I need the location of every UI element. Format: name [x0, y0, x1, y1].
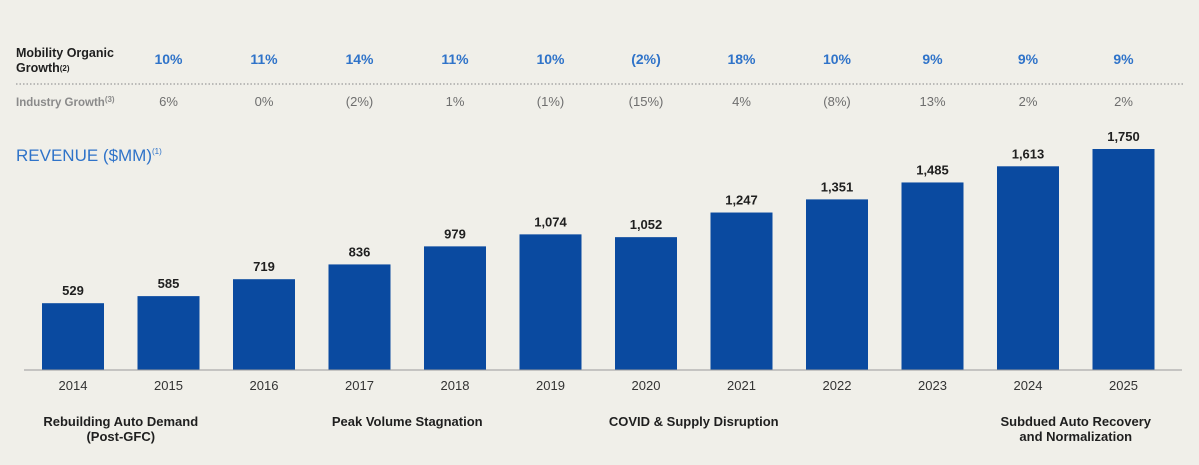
bar-2019 [519, 234, 582, 370]
bar-2016 [233, 279, 295, 370]
x-tick-label: 2021 [727, 378, 756, 393]
bar-2017 [328, 264, 391, 370]
bar-2022 [806, 199, 868, 370]
x-tick-label: 2017 [345, 378, 374, 393]
phase-label-line2: (Post-GFC) [86, 429, 155, 444]
bar-value-label: 1,351 [821, 179, 854, 194]
x-axis-tick-labels: 2014 2015 2016 2017 2018 2019 2020 2021 2022 2023… [59, 378, 1138, 393]
mobility-growth-footnote: (2) [60, 64, 70, 73]
industry-growth-label: Industry Growth(3) [16, 95, 115, 109]
industry-growth-value: 1% [446, 94, 465, 109]
bar-value-label: 1,247 [725, 193, 758, 208]
mobility-growth-label-line2: Growth [16, 61, 60, 75]
mobility-growth-value: 11% [441, 51, 469, 67]
phase-label-line1: Peak Volume Stagnation [332, 414, 483, 429]
bar-2020 [615, 237, 677, 370]
x-tick-label: 2020 [632, 378, 661, 393]
mobility-growth-value: 9% [1113, 51, 1134, 67]
bar-2014 [42, 303, 104, 370]
industry-growth-value: (2%) [346, 94, 373, 109]
industry-growth-values: 6% 0% (2%) 1% (1%) (15%) 4% (8%) 13% 2% 2% [159, 94, 1133, 109]
revenue-title-text: REVENUE ($MM) [16, 146, 152, 165]
bar-2021 [710, 212, 773, 370]
mobility-growth-label-2: Growth(2) [16, 61, 70, 75]
mobility-growth-values: 10% 11% 14% 11% 10% (2%) 18% 10% 9% 9% 9% [154, 51, 1134, 67]
x-tick-label: 2024 [1014, 378, 1043, 393]
bar-value-label: 1,074 [534, 214, 567, 229]
x-tick-label: 2019 [536, 378, 565, 393]
x-tick-label: 2022 [823, 378, 852, 393]
mobility-growth-label: Mobility Organic [16, 46, 114, 60]
industry-growth-value: (1%) [537, 94, 564, 109]
phase-label-line1: Rebuilding Auto Demand [43, 414, 198, 429]
phase-label-line1: Subdued Auto Recovery [1001, 414, 1152, 429]
mobility-growth-value: 10% [536, 51, 565, 67]
revenue-title-footnote: (1) [152, 147, 162, 156]
industry-growth-value: 2% [1019, 94, 1038, 109]
industry-growth-value: (8%) [823, 94, 850, 109]
mobility-growth-label-line1: Mobility Organic [16, 46, 114, 60]
bar-value-label: 529 [62, 283, 84, 298]
bar-value-label: 1,613 [1012, 146, 1045, 161]
bar-2025 [1092, 149, 1155, 370]
revenue-title: REVENUE ($MM)(1) [16, 146, 162, 165]
bar-value-label: 585 [158, 276, 180, 291]
bar-value-label: 1,750 [1107, 129, 1140, 144]
industry-growth-label-text: Industry Growth [16, 97, 105, 109]
mobility-growth-value: (2%) [631, 51, 661, 67]
bar-2023 [901, 182, 964, 370]
phase-annotations: Rebuilding Auto Demand(Post-GFC) Peak Vol… [43, 414, 1151, 444]
mobility-growth-value: 18% [727, 51, 756, 67]
mobility-growth-value: 10% [154, 51, 183, 67]
bar-value-label: 1,052 [630, 217, 663, 232]
x-tick-label: 2025 [1109, 378, 1138, 393]
mobility-growth-value: 10% [823, 51, 852, 67]
x-tick-label: 2023 [918, 378, 947, 393]
mobility-growth-value: 9% [922, 51, 943, 67]
bar-2018 [424, 246, 486, 370]
bar-2024 [997, 166, 1059, 370]
bar-value-label: 979 [444, 226, 466, 241]
mobility-growth-value: 14% [345, 51, 374, 67]
x-tick-label: 2014 [59, 378, 88, 393]
bar-2015 [137, 296, 200, 370]
x-tick-label: 2016 [250, 378, 279, 393]
bar-value-label: 719 [253, 259, 275, 274]
industry-growth-value: 0% [255, 94, 274, 109]
bar-value-label: 836 [349, 244, 371, 259]
industry-growth-value: 6% [159, 94, 178, 109]
x-tick-label: 2018 [441, 378, 470, 393]
industry-growth-value: (15%) [629, 94, 664, 109]
phase-label-line1: COVID & Supply Disruption [609, 414, 779, 429]
mobility-growth-value: 11% [250, 51, 278, 67]
x-tick-label: 2015 [154, 378, 183, 393]
industry-growth-footnote: (3) [105, 95, 115, 104]
industry-growth-value: 13% [919, 94, 945, 109]
industry-growth-value: 2% [1114, 94, 1133, 109]
phase-label-line2: and Normalization [1019, 429, 1132, 444]
industry-growth-value: 4% [732, 94, 751, 109]
bar-series: 529 585 719 836 979 1,074 1,052 1,247 1,351 1,485… [42, 129, 1155, 370]
bar-value-label: 1,485 [916, 162, 949, 177]
mobility-growth-value: 9% [1018, 51, 1039, 67]
